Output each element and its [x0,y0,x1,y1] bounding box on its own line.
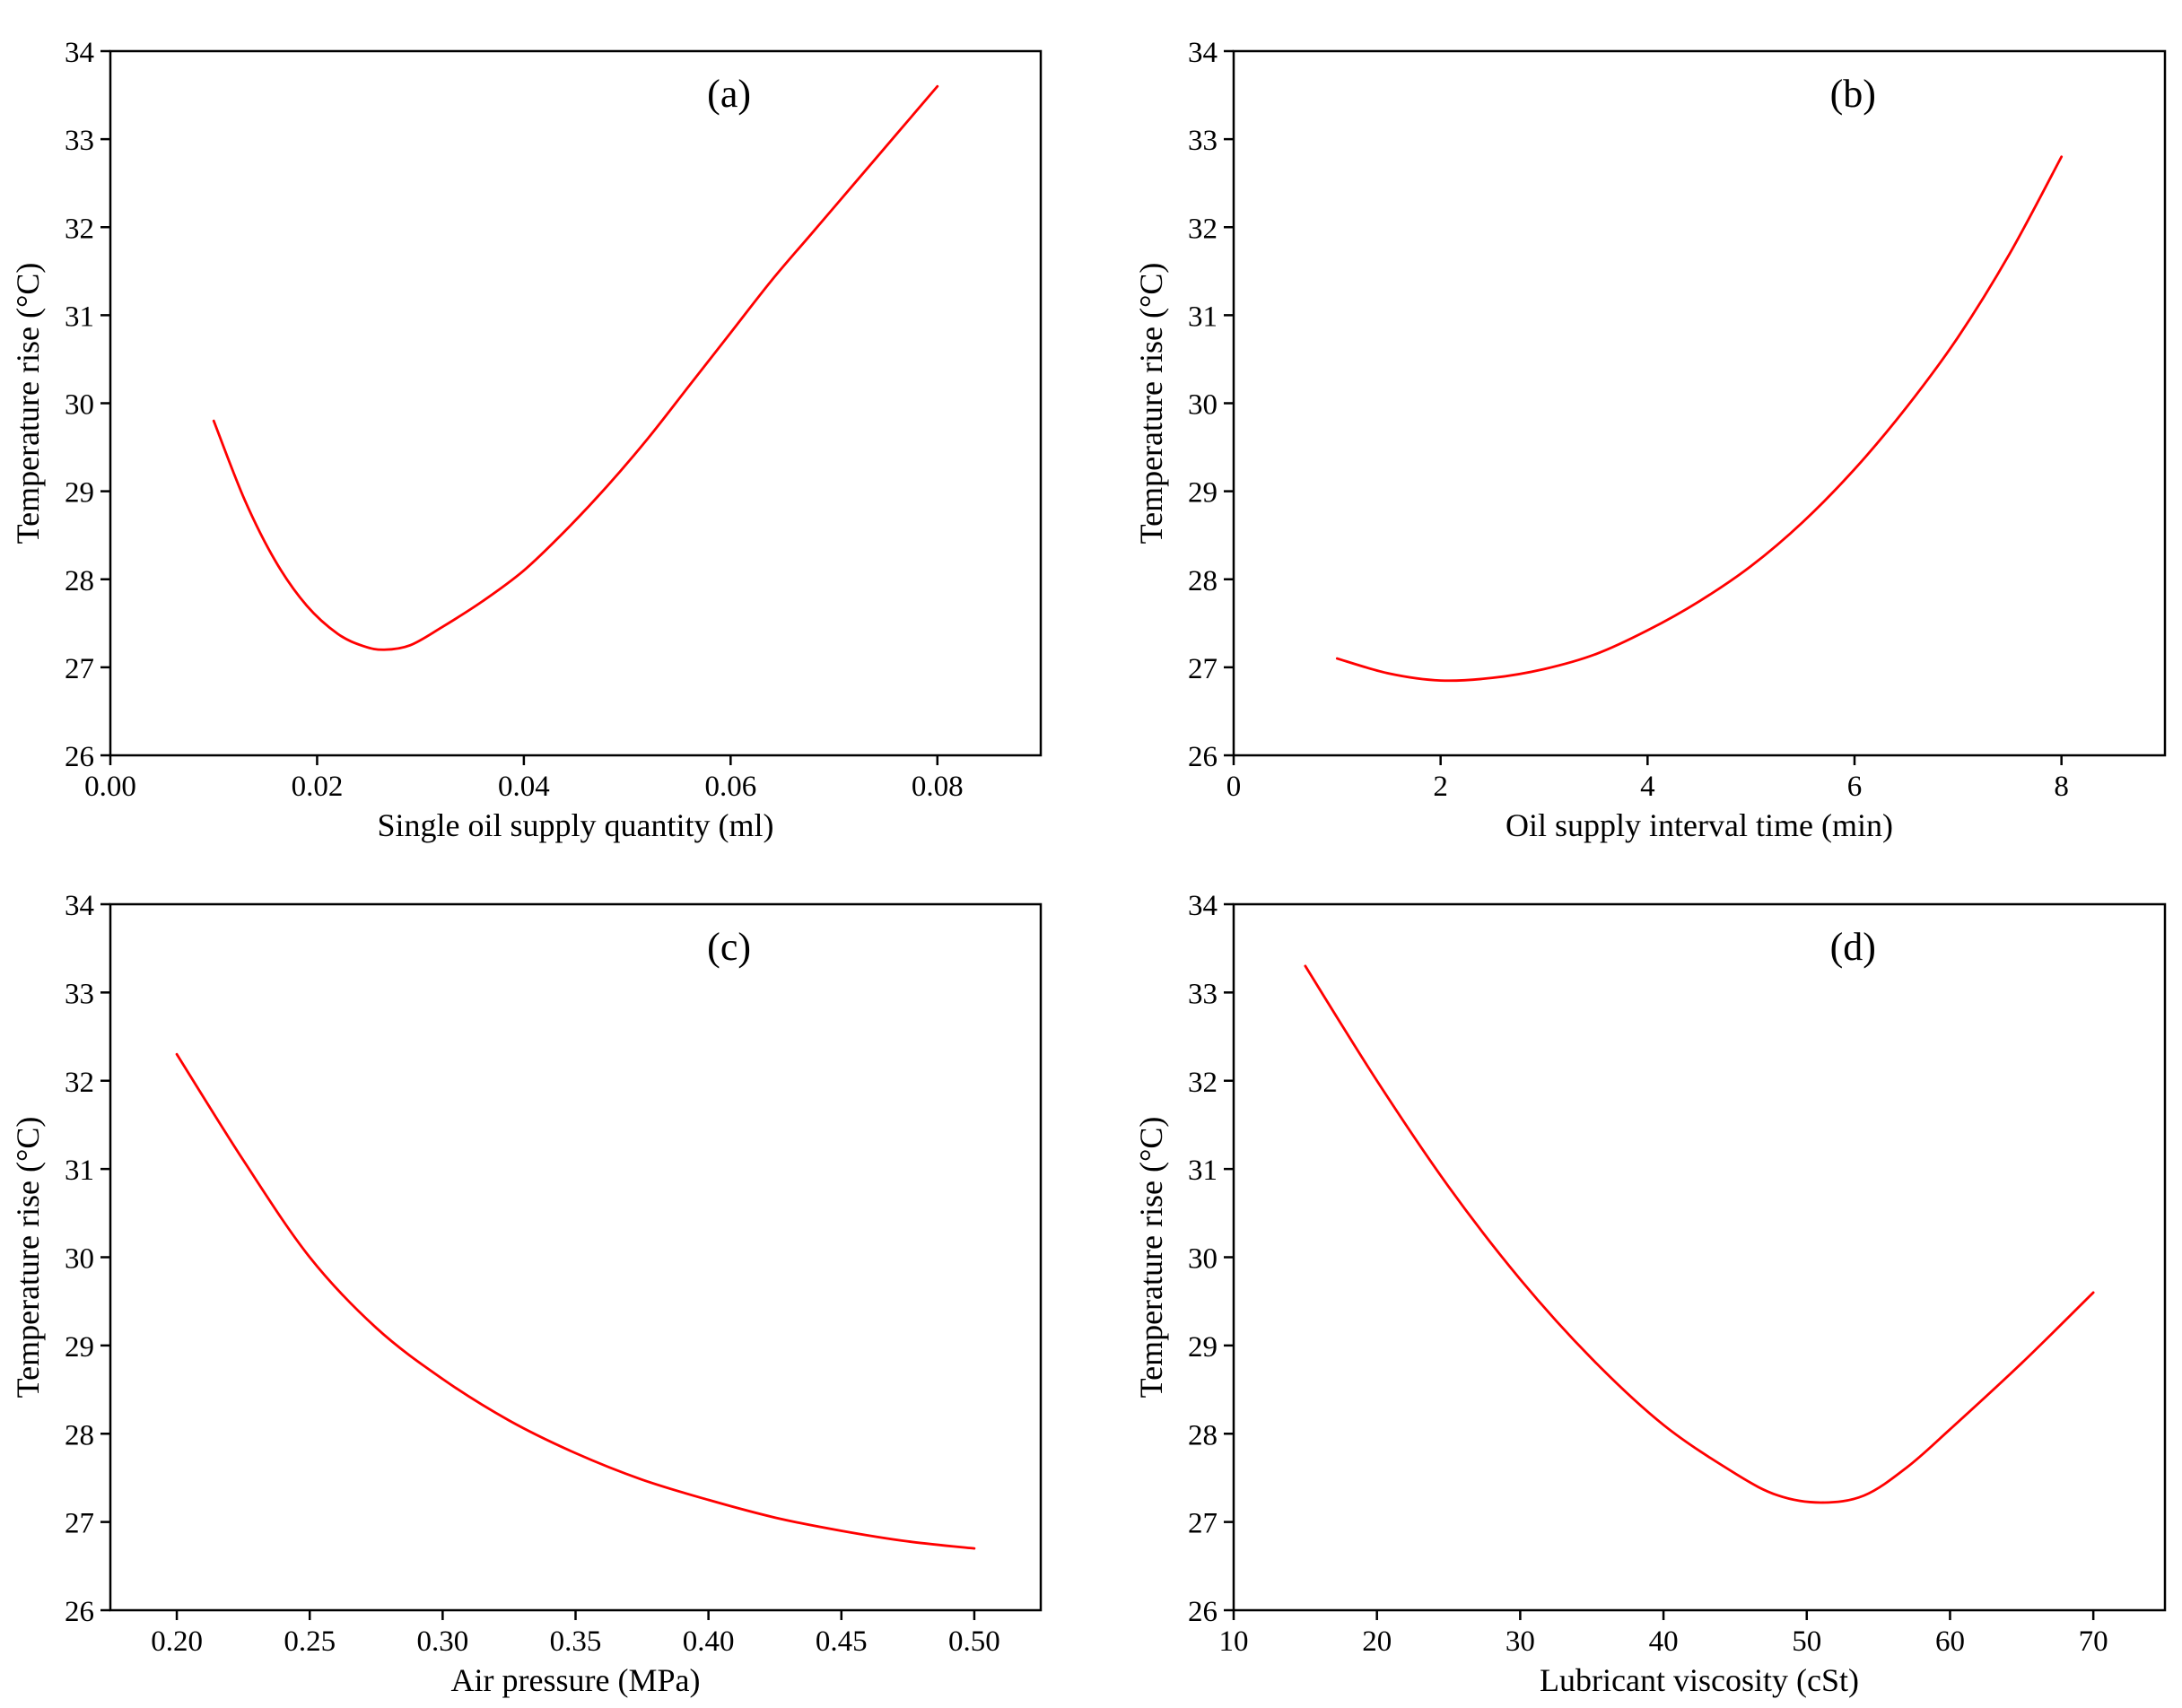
panel-d-y-tick-label: 32 [1188,1067,1218,1099]
panel-c-panel-label: (c) [707,925,751,969]
panel-b-panel-label: (b) [1830,72,1876,116]
panel-d-y-tick-label: 26 [1188,1596,1218,1628]
panel-a-y-tick-label: 32 [65,213,94,245]
panel-d-y-tick-label: 27 [1188,1508,1218,1540]
panel-a-y-tick-label: 28 [65,565,94,597]
panel-b-y-tick-label: 33 [1188,125,1218,157]
panel-b-y-tick-label: 27 [1188,653,1218,685]
panel-a-y-tick-label: 34 [65,37,94,69]
panel-d-y-tick-label: 33 [1188,978,1218,1010]
panel-c-x-tick-label: 0.30 [416,1625,468,1658]
panel-b-y-tick-label: 26 [1188,741,1218,773]
panel-d: 10 20 30 40 50 60 70 26 27 28 29 30 31 32 33 34 Lubrican… [1133,890,2167,1698]
panel-b-x-tick-label: 6 [1847,771,1863,803]
panel-a: 0.00 0.02 0.04 0.06 0.08 26 27 28 29 30 31 32 33 34 Si… [10,37,1043,843]
panel-b-y-tick-label: 31 [1188,301,1218,333]
panel-c-y-tick-label: 27 [65,1508,94,1540]
panel-c-x-axis-label: Air pressure (MPa) [451,1662,701,1698]
panel-a-x-tick-label: 0.08 [912,771,964,803]
panel-c-y-tick-label: 34 [65,890,94,922]
panel-b-x-tick-label: 8 [2054,771,2069,803]
panel-b-x-tick-label: 0 [1226,771,1242,803]
panel-d-y-tick-label: 30 [1188,1243,1218,1276]
panel-c-y-tick-label: 32 [65,1067,94,1099]
panel-b-y-tick-label: 29 [1188,477,1218,510]
panel-a-y-tick-label: 26 [65,741,94,773]
panel-b-x-tick-label: 4 [1640,771,1655,803]
panel-b-y-tick-label: 28 [1188,565,1218,597]
panel-d-x-tick-label: 40 [1649,1625,1679,1658]
panel-a-x-tick-label: 0.06 [704,771,756,803]
panel-a-y-tick-label: 27 [65,653,94,685]
panel-d-panel-label: (d) [1830,925,1876,969]
panel-c: 0.20 0.25 0.30 0.35 0.40 0.45 0.50 26 27 28 29 30 31… [10,890,1043,1698]
panel-d-x-tick-label: 70 [2079,1625,2108,1658]
panel-d-x-tick-label: 10 [1219,1625,1249,1658]
panel-c-x-tick-label: 0.20 [151,1625,203,1658]
panel-d-x-tick-label: 20 [1362,1625,1392,1658]
panel-c-y-tick-label: 31 [65,1155,94,1187]
panel-c-x-tick-label: 0.45 [816,1625,868,1658]
panel-c-y-tick-label: 29 [65,1331,94,1364]
panel-d-x-tick-label: 50 [1792,1625,1821,1658]
panel-b: 0 2 4 6 8 26 27 28 29 30 31 32 33 34 Oil supply interv… [1133,37,2167,843]
panel-b-y-tick-label: 34 [1188,37,1218,69]
panel-a-y-tick-label: 31 [65,301,94,333]
panel-a-y-tick-label: 29 [65,477,94,510]
panel-a-x-axis-label: Single oil supply quantity (ml) [378,807,774,843]
panel-b-series-line [1335,155,2064,683]
panel-b-x-axis-label: Oil supply interval time (min) [1506,807,1893,843]
panel-c-y-tick-label: 33 [65,978,94,1010]
panel-d-y-tick-label: 28 [1188,1419,1218,1451]
panel-b-y-tick-label: 32 [1188,213,1218,245]
panel-d-x-axis-label: Lubricant viscosity (cSt) [1540,1662,1859,1698]
panel-d-y-tick-label: 31 [1188,1155,1218,1187]
panel-c-y-tick-label: 30 [65,1243,94,1276]
panel-a-x-tick-label: 0.04 [498,771,550,803]
panel-a-y-tick-label: 33 [65,125,94,157]
panel-d-y-tick-label: 34 [1188,890,1218,922]
panel-b-y-axis-label: Temperature rise (°C) [1133,263,1169,545]
panel-c-x-tick-label: 0.50 [948,1625,1000,1658]
panel-b-y-tick-label: 30 [1188,389,1218,422]
panel-a-panel-label: (a) [707,72,751,116]
panel-a-x-tick-label: 0.02 [292,771,344,803]
panel-c-y-axis-label: Temperature rise (°C) [10,1117,46,1399]
panel-a-series-line [212,84,939,651]
panel-c-x-tick-label: 0.40 [683,1625,735,1658]
panel-c-series-line [175,1052,976,1550]
panel-a-x-tick-label: 0.00 [84,771,136,803]
panel-a-y-axis-label: Temperature rise (°C) [10,263,46,545]
panel-d-y-tick-label: 29 [1188,1331,1218,1364]
panel-d-y-axis-label: Temperature rise (°C) [1133,1117,1169,1399]
panel-c-x-tick-label: 0.35 [550,1625,602,1658]
panel-d-x-tick-label: 30 [1506,1625,1535,1658]
panel-c-y-tick-label: 28 [65,1419,94,1451]
panel-c-x-tick-label: 0.25 [284,1625,336,1658]
panel-a-y-tick-label: 30 [65,389,94,422]
panel-d-x-tick-label: 60 [1935,1625,1965,1658]
panel-d-series-line [1304,964,2095,1504]
panel-b-x-tick-label: 2 [1433,771,1448,803]
panel-c-y-tick-label: 26 [65,1596,94,1628]
